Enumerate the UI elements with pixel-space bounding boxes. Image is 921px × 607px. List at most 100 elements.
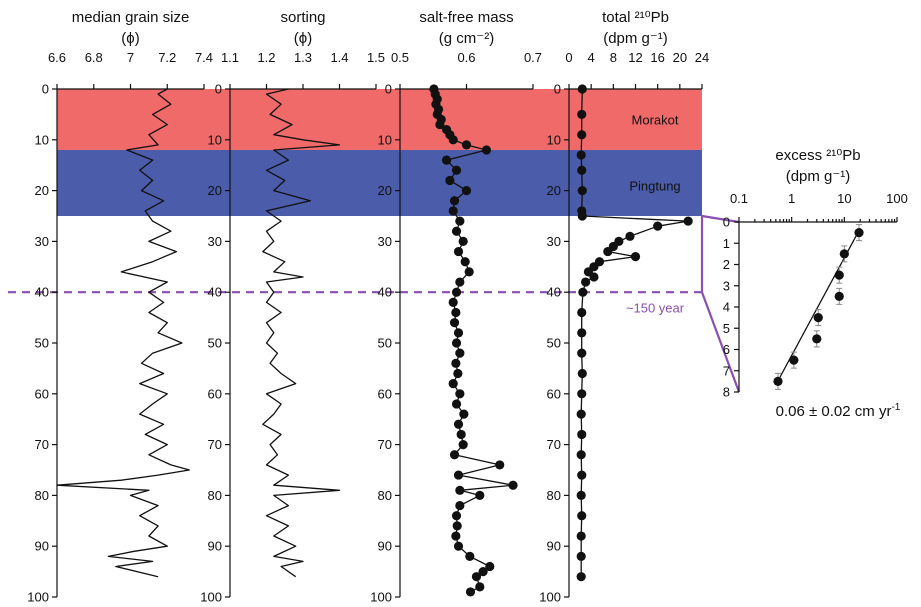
data-point	[461, 140, 472, 150]
inset-y-tick-label: 7	[723, 363, 730, 378]
y-tick-label: 30	[378, 234, 392, 249]
x-tick-label: 7	[127, 50, 134, 65]
data-point	[451, 226, 462, 236]
data-point	[577, 109, 587, 119]
data-point	[456, 429, 466, 440]
data-point	[455, 500, 465, 511]
data-point	[451, 531, 461, 541]
x-tick-label: 0.7	[524, 50, 542, 65]
y-tick-label: 90	[547, 539, 561, 554]
data-point	[478, 567, 488, 577]
x-tick-label: 4	[588, 50, 595, 65]
inset-x-tick-label: 10	[837, 191, 851, 206]
data-point	[453, 470, 464, 480]
x-tick-label: 7.4	[195, 50, 213, 65]
data-point	[576, 150, 586, 160]
data-point	[455, 277, 465, 287]
data-point	[475, 582, 485, 592]
data-point	[577, 130, 587, 140]
data-point	[576, 409, 586, 419]
inset-data-point	[773, 376, 783, 386]
zoom-connector-bottom	[700, 291, 741, 393]
event-label: ~150 year	[626, 300, 685, 315]
y-tick-label: 20	[208, 183, 222, 198]
data-point	[441, 155, 452, 165]
inset-y-tick-label: 5	[723, 321, 730, 336]
data-point	[495, 460, 505, 470]
data-point	[465, 587, 476, 597]
inset-unit: (dpm g⁻¹)	[786, 168, 851, 185]
data-point	[577, 429, 587, 440]
data-point	[455, 389, 465, 399]
inset-y-tick-label: 1	[723, 236, 730, 251]
y-tick-label: 100	[27, 590, 49, 605]
data-point	[481, 145, 492, 155]
y-tick-label: 0	[385, 82, 392, 97]
data-point	[578, 287, 588, 297]
y-tick-label: 80	[208, 488, 222, 503]
data-point	[448, 206, 458, 216]
data-point	[448, 135, 458, 145]
y-tick-label: 70	[35, 437, 49, 452]
data-point	[458, 236, 468, 246]
data-point	[577, 328, 587, 338]
y-tick-label: 30	[35, 234, 49, 249]
data-point	[451, 338, 462, 348]
y-tick-label: 30	[208, 234, 222, 249]
data-point	[508, 480, 518, 490]
data-point	[577, 211, 587, 221]
y-tick-label: 80	[35, 488, 49, 503]
y-tick-label: 90	[208, 539, 222, 554]
data-point	[576, 572, 586, 582]
panel-title: salt-free mass	[419, 9, 513, 26]
data-point	[460, 257, 470, 267]
rate-annotation-superscript: -1	[891, 402, 900, 413]
fit-line	[779, 228, 861, 378]
data-point	[577, 389, 587, 399]
series-line	[262, 88, 341, 578]
y-tick-label: 90	[378, 539, 392, 554]
data-point	[448, 379, 458, 389]
data-point	[451, 307, 461, 318]
panel-title: sorting	[280, 9, 325, 26]
y-tick-label: 50	[208, 336, 222, 351]
data-point	[451, 358, 461, 368]
x-tick-label: 8	[610, 50, 617, 65]
data-point	[461, 186, 472, 196]
y-tick-label: 80	[547, 488, 561, 503]
inset-data-point	[813, 313, 823, 323]
y-tick-label: 60	[547, 386, 561, 401]
data-point	[451, 511, 462, 521]
y-tick-label: 10	[208, 132, 222, 147]
inset-y-tick-label: 4	[723, 300, 730, 315]
inset-y-tick-label: 2	[723, 257, 730, 272]
x-tick-label: 6.6	[48, 50, 66, 65]
y-tick-label: 60	[378, 386, 392, 401]
y-tick-label: 20	[378, 183, 392, 198]
y-tick-label: 70	[547, 437, 561, 452]
data-point	[445, 175, 455, 186]
data-point	[581, 277, 591, 287]
x-tick-label: 6.8	[85, 50, 103, 65]
x-tick-label: 20	[673, 50, 687, 65]
inset-data-point	[834, 270, 844, 280]
data-point	[577, 348, 587, 358]
inset-x-tick-label: 1	[788, 191, 795, 206]
data-point	[464, 267, 474, 277]
data-point	[630, 252, 641, 262]
data-point	[603, 246, 613, 257]
panel-unit: (g cm⁻²)	[439, 30, 494, 47]
data-point	[577, 165, 587, 175]
data-point	[449, 196, 460, 206]
y-tick-label: 0	[42, 82, 49, 97]
y-tick-label: 60	[208, 386, 222, 401]
y-tick-label: 50	[547, 336, 561, 351]
y-tick-label: 10	[35, 132, 49, 147]
data-point	[576, 490, 586, 500]
y-tick-label: 50	[35, 336, 49, 351]
y-tick-label: 10	[378, 132, 392, 147]
x-tick-label: 0.6	[457, 50, 475, 65]
data-point	[485, 561, 495, 572]
data-point	[475, 490, 485, 500]
